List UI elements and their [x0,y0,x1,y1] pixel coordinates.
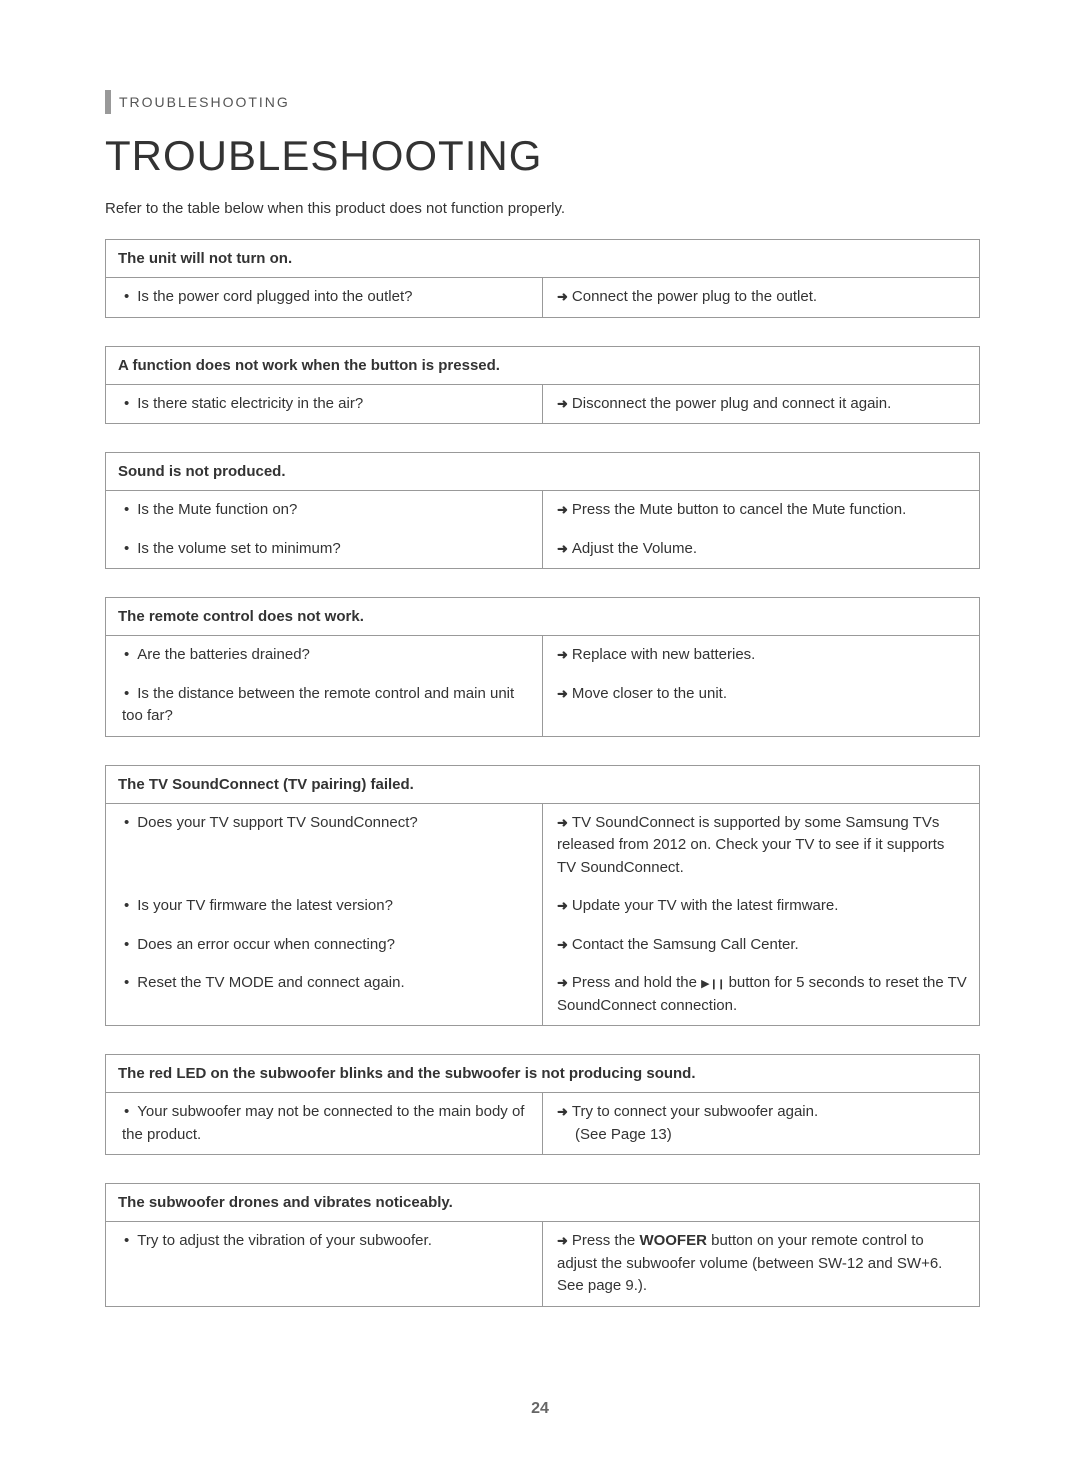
solution-text: Contact the Samsung Call Center. [557,936,799,953]
table-header: The remote control does not work. [106,598,980,636]
check-cell: Is the volume set to minimum? [106,530,543,569]
check-cell: Are the batteries drained? [106,636,543,675]
troubleshoot-table-button: A function does not work when the button… [105,346,980,425]
solution-cell: Press and hold the button for 5 seconds … [543,964,980,1026]
table-header: The subwoofer drones and vibrates notice… [106,1184,980,1222]
solution-cell: Move closer to the unit. [543,675,980,737]
solution-text: Disconnect the power plug and connect it… [557,395,891,412]
check-text: Try to adjust the vibration of your subw… [120,1230,530,1253]
check-cell: Is the distance between the remote contr… [106,675,543,737]
table-header: The unit will not turn on. [106,240,980,278]
check-text: Does your TV support TV SoundConnect? [120,812,530,835]
troubleshoot-table-sound: Sound is not produced. Is the Mute funct… [105,452,980,569]
check-text: Is the distance between the remote contr… [120,683,530,728]
check-cell: Does an error occur when connecting? [106,926,543,965]
check-text: Is the Mute function on? [120,499,530,522]
solution-cell: Connect the power plug to the outlet. [543,278,980,318]
check-text: Reset the TV MODE and connect again. [120,972,530,995]
check-cell: Try to adjust the vibration of your subw… [106,1222,543,1307]
table-header: Sound is not produced. [106,453,980,491]
solution-cell: Contact the Samsung Call Center. [543,926,980,965]
check-cell: Reset the TV MODE and connect again. [106,964,543,1026]
table-header: A function does not work when the button… [106,346,980,384]
troubleshoot-table-power: The unit will not turn on. Is the power … [105,239,980,318]
solution-text: Try to connect your subwoofer again. [557,1103,818,1120]
troubleshoot-table-subwoofer-vibrate: The subwoofer drones and vibrates notice… [105,1183,980,1307]
solution-cell: Update your TV with the latest firmware. [543,887,980,926]
table-header: The TV SoundConnect (TV pairing) failed. [106,765,980,803]
troubleshoot-table-soundconnect: The TV SoundConnect (TV pairing) failed.… [105,765,980,1027]
check-text: Does an error occur when connecting? [120,934,530,957]
check-text: Is your TV firmware the latest version? [120,895,530,918]
troubleshoot-table-subwoofer-led: The red LED on the subwoofer blinks and … [105,1054,980,1155]
solution-text: Press the WOOFER button on your remote c… [557,1232,942,1294]
solution-text: Update your TV with the latest firmware. [557,897,838,914]
check-text: Are the batteries drained? [120,644,530,667]
check-text: Is the volume set to minimum? [120,538,530,561]
solution-cell: Press the WOOFER button on your remote c… [543,1222,980,1307]
solution-text: Press the Mute button to cancel the Mute… [557,501,906,518]
solution-text: TV SoundConnect is supported by some Sam… [557,814,944,876]
solution-text: Adjust the Volume. [557,540,697,557]
page-number: 24 [0,1400,1080,1418]
table-header: The red LED on the subwoofer blinks and … [106,1055,980,1093]
intro-paragraph: Refer to the table below when this produ… [105,200,980,217]
solution-cell: Press the Mute button to cancel the Mute… [543,491,980,530]
troubleshoot-table-remote: The remote control does not work. Are th… [105,597,980,737]
solution-text: Replace with new batteries. [557,646,755,663]
solution-text: Press and hold the button for 5 seconds … [557,974,967,1014]
check-cell: Does your TV support TV SoundConnect? [106,803,543,887]
check-text: Your subwoofer may not be connected to t… [120,1101,530,1146]
solution-text: Move closer to the unit. [557,685,727,702]
solution-text-cont: (See Page 13) [557,1124,967,1147]
check-text: Is there static electricity in the air? [120,393,530,416]
check-text: Is the power cord plugged into the outle… [120,286,530,309]
breadcrumb-accent-bar [105,90,111,114]
check-cell: Is the power cord plugged into the outle… [106,278,543,318]
solution-text: Connect the power plug to the outlet. [557,288,817,305]
solution-cell: Disconnect the power plug and connect it… [543,384,980,424]
section-breadcrumb: TROUBLESHOOTING [105,90,980,114]
page-title: TROUBLESHOOTING [105,132,980,180]
solution-cell: TV SoundConnect is supported by some Sam… [543,803,980,887]
solution-cell: Replace with new batteries. [543,636,980,675]
breadcrumb-text: TROUBLESHOOTING [119,94,290,110]
check-cell: Is there static electricity in the air? [106,384,543,424]
solution-cell: Try to connect your subwoofer again. (Se… [543,1093,980,1155]
check-cell: Is your TV firmware the latest version? [106,887,543,926]
check-cell: Your subwoofer may not be connected to t… [106,1093,543,1155]
check-cell: Is the Mute function on? [106,491,543,530]
solution-cell: Adjust the Volume. [543,530,980,569]
